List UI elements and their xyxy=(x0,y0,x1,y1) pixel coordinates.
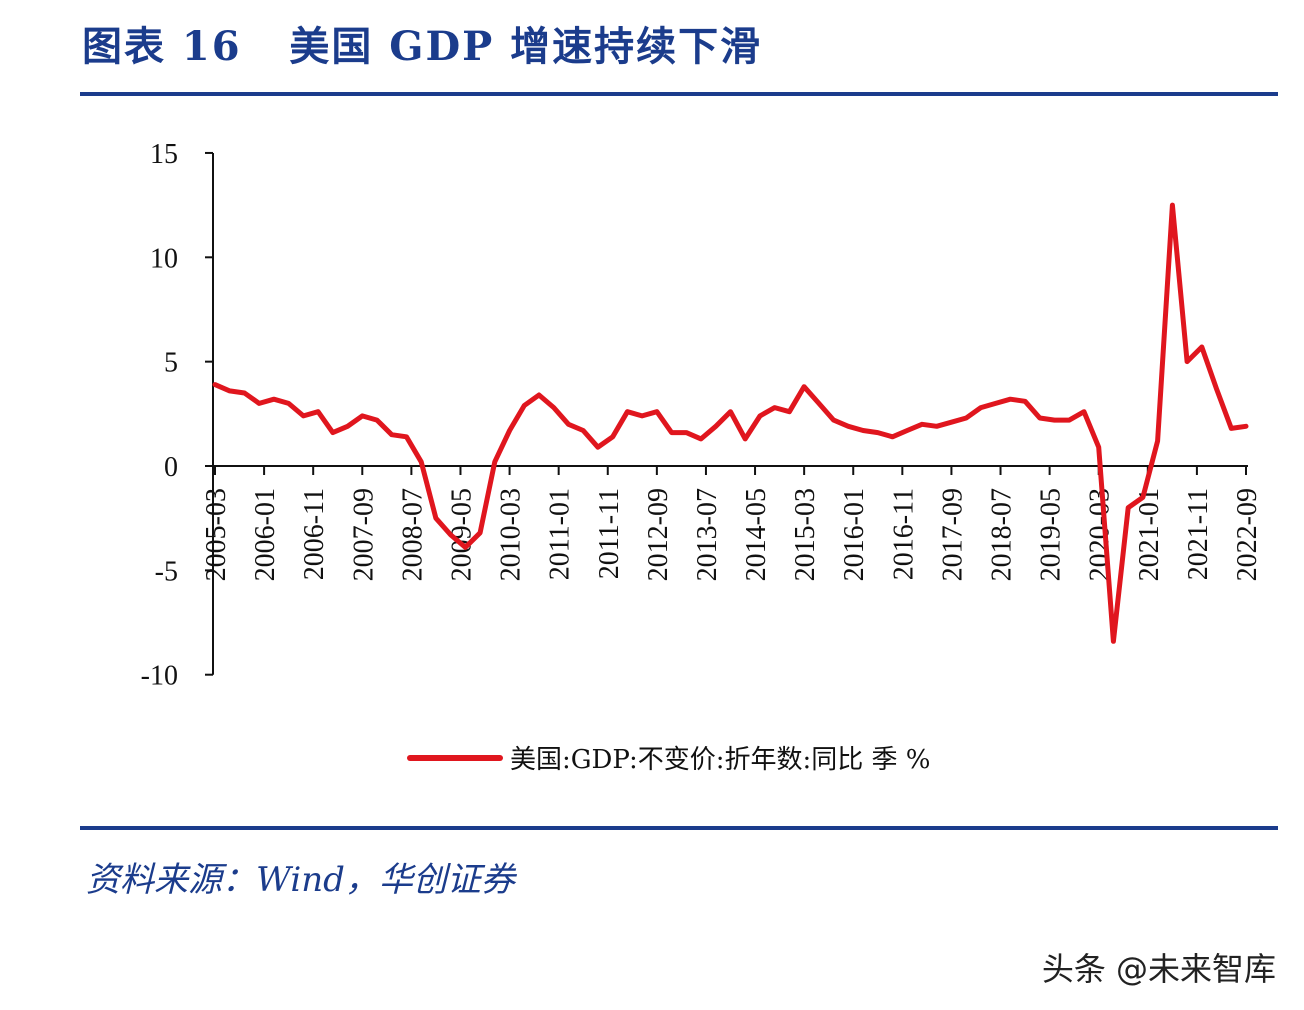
x-tick-label: 2021-01 xyxy=(1134,488,1165,581)
legend: 美国:GDP:不变价:折年数:同比 季 % xyxy=(407,745,930,775)
x-tick-label: 2006-11 xyxy=(299,488,330,580)
x-tick-label: 2017-09 xyxy=(937,488,968,581)
x-tick-label: 2013-07 xyxy=(692,488,723,581)
x-tick-label: 2020-03 xyxy=(1085,488,1116,581)
x-tick-label: 2016-11 xyxy=(888,488,919,580)
x-tick-label: 2018-07 xyxy=(987,488,1018,581)
x-tick-label: 2014-05 xyxy=(741,488,772,581)
y-tick-label: 0 xyxy=(164,452,178,483)
x-tick-label: 2010-03 xyxy=(496,488,527,581)
x-tick-label: 2006-01 xyxy=(250,488,281,581)
source-rule xyxy=(80,826,1278,830)
x-tick-label: 2005-03 xyxy=(201,488,232,581)
watermark: 头条 @未来智库 xyxy=(1041,950,1276,988)
x-tick-label: 2011-11 xyxy=(594,488,625,579)
x-tick-label: 2016-01 xyxy=(839,488,870,581)
y-tick-label: -5 xyxy=(155,556,178,587)
x-tick-label: 2015-03 xyxy=(790,488,821,581)
y-tick-label: 10 xyxy=(150,243,178,274)
y-tick-label: 5 xyxy=(164,348,178,379)
x-tick-label: 2022-09 xyxy=(1232,488,1263,581)
x-tick-label: 2011-01 xyxy=(545,488,576,580)
title-rule xyxy=(80,92,1278,96)
x-tick-label: 2021-11 xyxy=(1183,488,1214,580)
series-line xyxy=(212,202,1249,644)
y-tick-label: -10 xyxy=(141,661,178,692)
legend-label: 美国:GDP:不变价:折年数:同比 季 % xyxy=(510,745,930,775)
x-tick-label: 2008-07 xyxy=(397,488,428,581)
figure-title: 图表 16 美国 GDP 增速持续下滑 xyxy=(82,23,763,70)
source-note: 资料来源：Wind，华创证券 xyxy=(86,860,515,900)
x-tick-label: 2012-09 xyxy=(643,488,674,581)
x-tick-label: 2019-05 xyxy=(1036,488,1067,581)
series-line-group xyxy=(212,202,1249,644)
x-tick-label: 2007-09 xyxy=(348,488,379,581)
y-tick-label: 15 xyxy=(150,139,178,170)
axes: 15 10 5 0 -5 -10 2005-03 2006-01 2006-11 2007-09 2… xyxy=(141,139,1263,692)
